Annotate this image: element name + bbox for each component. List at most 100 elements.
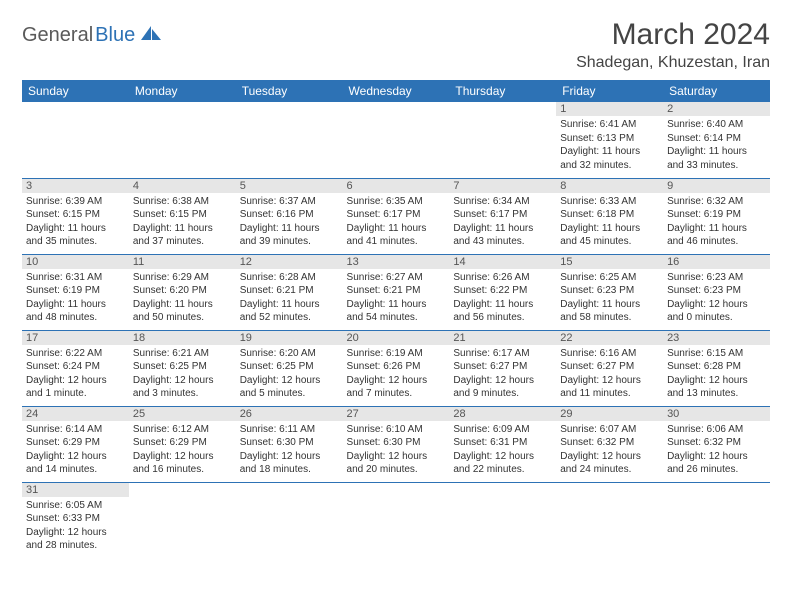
day-number: 12: [236, 255, 343, 269]
day-cell: 20 Sunrise: 6:19 AMSunset: 6:26 PMDayligh…: [343, 330, 450, 406]
day-number: 30: [663, 407, 770, 421]
logo-text-general: General: [22, 24, 93, 47]
day-cell: [663, 482, 770, 558]
day-info: Sunrise: 6:17 AMSunset: 6:27 PMDaylight:…: [453, 347, 552, 401]
day-number: 8: [556, 179, 663, 193]
day-info: Sunrise: 6:37 AMSunset: 6:16 PMDaylight:…: [240, 195, 339, 249]
day-cell: 4 Sunrise: 6:38 AMSunset: 6:15 PMDaylight…: [129, 178, 236, 254]
day-header: Wednesday: [343, 80, 450, 102]
day-cell: 19 Sunrise: 6:20 AMSunset: 6:25 PMDayligh…: [236, 330, 343, 406]
day-cell: [236, 102, 343, 178]
day-number: 14: [449, 255, 556, 269]
day-number: 21: [449, 331, 556, 345]
day-number: 5: [236, 179, 343, 193]
week-row: 24Sunrise: 6:14 AMSunset: 6:29 PMDayligh…: [22, 406, 770, 482]
day-number: 20: [343, 331, 450, 345]
day-info: Sunrise: 6:33 AMSunset: 6:18 PMDaylight:…: [560, 195, 659, 249]
day-info: Sunrise: 6:16 AMSunset: 6:27 PMDaylight:…: [560, 347, 659, 401]
day-info: Sunrise: 6:31 AMSunset: 6:19 PMDaylight:…: [26, 271, 125, 325]
location-text: Shadegan, Khuzestan, Iran: [576, 54, 770, 72]
day-number: 19: [236, 331, 343, 345]
day-number: 4: [129, 179, 236, 193]
week-row: 3 Sunrise: 6:39 AMSunset: 6:15 PMDaylight…: [22, 178, 770, 254]
day-info: Sunrise: 6:26 AMSunset: 6:22 PMDaylight:…: [453, 271, 552, 325]
day-info: Sunrise: 6:20 AMSunset: 6:25 PMDaylight:…: [240, 347, 339, 401]
day-header: Thursday: [449, 80, 556, 102]
day-number: 28: [449, 407, 556, 421]
day-header: Sunday: [22, 80, 129, 102]
calendar-table: SundayMondayTuesdayWednesdayThursdayFrid…: [22, 80, 770, 558]
day-info: Sunrise: 6:21 AMSunset: 6:25 PMDaylight:…: [133, 347, 232, 401]
day-cell: 21 Sunrise: 6:17 AMSunset: 6:27 PMDayligh…: [449, 330, 556, 406]
day-header: Monday: [129, 80, 236, 102]
day-info: Sunrise: 6:19 AMSunset: 6:26 PMDaylight:…: [347, 347, 446, 401]
day-info: Sunrise: 6:11 AMSunset: 6:30 PMDaylight:…: [240, 423, 339, 477]
day-cell: 10 Sunrise: 6:31 AMSunset: 6:19 PMDayligh…: [22, 254, 129, 330]
day-info: Sunrise: 6:28 AMSunset: 6:21 PMDaylight:…: [240, 271, 339, 325]
day-header: Friday: [556, 80, 663, 102]
day-info: Sunrise: 6:39 AMSunset: 6:15 PMDaylight:…: [26, 195, 125, 249]
day-cell: 3 Sunrise: 6:39 AMSunset: 6:15 PMDaylight…: [22, 178, 129, 254]
day-cell: [556, 482, 663, 558]
day-cell: 8 Sunrise: 6:33 AMSunset: 6:18 PMDaylight…: [556, 178, 663, 254]
day-cell: 18 Sunrise: 6:21 AMSunset: 6:25 PMDayligh…: [129, 330, 236, 406]
week-row: 1Sunrise: 6:41 AMSunset: 6:13 PMDaylight…: [22, 102, 770, 178]
logo: General Blue: [22, 24, 163, 47]
day-info: Sunrise: 6:22 AMSunset: 6:24 PMDaylight:…: [26, 347, 125, 401]
day-number: 15: [556, 255, 663, 269]
day-info: Sunrise: 6:40 AMSunset: 6:14 PMDaylight:…: [667, 118, 766, 172]
day-info: Sunrise: 6:38 AMSunset: 6:15 PMDaylight:…: [133, 195, 232, 249]
day-cell: 29Sunrise: 6:07 AMSunset: 6:32 PMDayligh…: [556, 406, 663, 482]
day-info: Sunrise: 6:09 AMSunset: 6:31 PMDaylight:…: [453, 423, 552, 477]
day-number: 6: [343, 179, 450, 193]
day-number: 25: [129, 407, 236, 421]
day-info: Sunrise: 6:05 AMSunset: 6:33 PMDaylight:…: [26, 499, 125, 553]
day-info: Sunrise: 6:25 AMSunset: 6:23 PMDaylight:…: [560, 271, 659, 325]
day-number: 31: [22, 483, 129, 497]
day-number: 24: [22, 407, 129, 421]
day-info: Sunrise: 6:34 AMSunset: 6:17 PMDaylight:…: [453, 195, 552, 249]
day-info: Sunrise: 6:12 AMSunset: 6:29 PMDaylight:…: [133, 423, 232, 477]
header: General Blue March 2024 Shadegan, Khuzes…: [22, 18, 770, 72]
day-cell: 23 Sunrise: 6:15 AMSunset: 6:28 PMDayligh…: [663, 330, 770, 406]
day-cell: [449, 482, 556, 558]
month-title: March 2024: [576, 18, 770, 52]
day-number: 9: [663, 179, 770, 193]
day-cell: 22Sunrise: 6:16 AMSunset: 6:27 PMDayligh…: [556, 330, 663, 406]
day-cell: 9 Sunrise: 6:32 AMSunset: 6:19 PMDaylight…: [663, 178, 770, 254]
day-cell: 30Sunrise: 6:06 AMSunset: 6:32 PMDayligh…: [663, 406, 770, 482]
title-block: March 2024 Shadegan, Khuzestan, Iran: [576, 18, 770, 72]
day-cell: 12 Sunrise: 6:28 AMSunset: 6:21 PMDayligh…: [236, 254, 343, 330]
day-number: 27: [343, 407, 450, 421]
day-cell: 15 Sunrise: 6:25 AMSunset: 6:23 PMDayligh…: [556, 254, 663, 330]
logo-text-blue: Blue: [95, 24, 135, 47]
week-row: 17 Sunrise: 6:22 AMSunset: 6:24 PMDayligh…: [22, 330, 770, 406]
day-cell: 13Sunrise: 6:27 AMSunset: 6:21 PMDayligh…: [343, 254, 450, 330]
day-number: 10: [22, 255, 129, 269]
logo-sail-icon: [139, 24, 163, 47]
day-number: 11: [129, 255, 236, 269]
day-header: Saturday: [663, 80, 770, 102]
day-number: 1: [556, 102, 663, 116]
day-cell: 24Sunrise: 6:14 AMSunset: 6:29 PMDayligh…: [22, 406, 129, 482]
day-number: 23: [663, 331, 770, 345]
day-info: Sunrise: 6:32 AMSunset: 6:19 PMDaylight:…: [667, 195, 766, 249]
day-cell: [129, 102, 236, 178]
day-cell: [343, 102, 450, 178]
day-header: Tuesday: [236, 80, 343, 102]
day-header-row: SundayMondayTuesdayWednesdayThursdayFrid…: [22, 80, 770, 102]
day-number: 2: [663, 102, 770, 116]
day-number: 3: [22, 179, 129, 193]
day-cell: 7Sunrise: 6:34 AMSunset: 6:17 PMDaylight…: [449, 178, 556, 254]
day-cell: [129, 482, 236, 558]
day-cell: [343, 482, 450, 558]
day-number: 17: [22, 331, 129, 345]
day-cell: [449, 102, 556, 178]
day-info: Sunrise: 6:10 AMSunset: 6:30 PMDaylight:…: [347, 423, 446, 477]
day-cell: 27 Sunrise: 6:10 AMSunset: 6:30 PMDayligh…: [343, 406, 450, 482]
day-info: Sunrise: 6:15 AMSunset: 6:28 PMDaylight:…: [667, 347, 766, 401]
day-cell: 1Sunrise: 6:41 AMSunset: 6:13 PMDaylight…: [556, 102, 663, 178]
day-number: 18: [129, 331, 236, 345]
day-number: 13: [343, 255, 450, 269]
day-cell: 11Sunrise: 6:29 AMSunset: 6:20 PMDayligh…: [129, 254, 236, 330]
